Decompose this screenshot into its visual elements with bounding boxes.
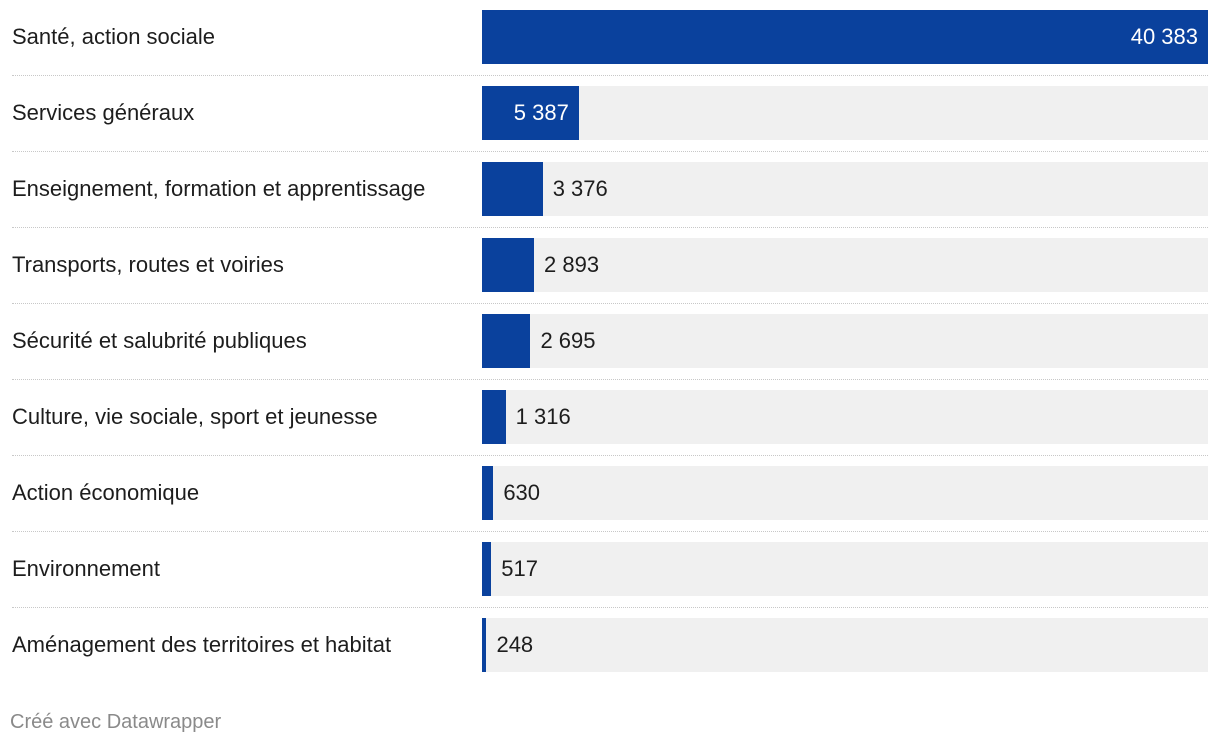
row-separator <box>12 607 1208 608</box>
bar <box>482 618 487 672</box>
value-label: 40 383 <box>1130 24 1198 49</box>
bar <box>482 238 534 292</box>
bar-row: Action économique 630 <box>12 466 1208 542</box>
bar-track: 2 695 <box>482 314 1208 368</box>
bar <box>482 466 494 520</box>
category-label: Sécurité et salubrité publiques <box>12 328 307 353</box>
value-label: 517 <box>501 556 538 581</box>
bar-track: 630 <box>482 466 1208 520</box>
bar-track: 40 383 <box>482 10 1208 64</box>
bar-row: Transports, routes et voiries 2 893 <box>12 238 1208 314</box>
bar-row: Santé, action sociale 40 383 <box>12 10 1208 86</box>
bar-row: Sécurité et salubrité publiques 2 695 <box>12 314 1208 390</box>
bar-track: 2 893 <box>482 238 1208 292</box>
category-label: Transports, routes et voiries <box>12 252 284 277</box>
bar <box>482 390 506 444</box>
value-label: 5 387 <box>513 100 569 125</box>
value-label: 1 316 <box>515 404 571 429</box>
value-label: 248 <box>496 632 534 657</box>
row-separator <box>12 151 1208 152</box>
value-label: 2 695 <box>540 328 596 353</box>
bar-row: Enseignement, formation et apprentissage… <box>12 162 1208 238</box>
row-separator <box>12 531 1208 532</box>
datawrapper-credit[interactable]: Créé avec Datawrapper <box>10 711 222 733</box>
bar <box>482 86 579 140</box>
bar <box>482 542 492 596</box>
bar-chart: Santé, action sociale 40 383 Services géné… <box>12 10 1208 694</box>
bar <box>482 162 543 216</box>
bar-row: Aménagement des territoires et habitat 24… <box>12 618 1208 694</box>
category-label: Culture, vie sociale, sport et jeunesse <box>12 404 378 429</box>
row-separator <box>12 227 1208 228</box>
category-label: Enseignement, formation et apprentissage <box>12 176 426 201</box>
value-label: 3 376 <box>552 176 608 201</box>
row-separator <box>12 303 1208 304</box>
value-label: 2 893 <box>544 252 600 277</box>
bar-track: 517 <box>482 542 1208 596</box>
bar-track: 3 376 <box>482 162 1208 216</box>
bar-track: 5 387 <box>482 86 1208 140</box>
row-separator <box>12 455 1208 456</box>
value-label: 630 <box>503 480 541 505</box>
category-label: Environnement <box>12 556 160 581</box>
row-separator <box>12 75 1208 76</box>
category-label: Aménagement des territoires et habitat <box>12 632 392 657</box>
bar-track: 1 316 <box>482 390 1208 444</box>
category-label: Santé, action sociale <box>12 24 216 49</box>
bar <box>482 10 1208 64</box>
row-separator <box>12 379 1208 380</box>
bar-row: Culture, vie sociale, sport et jeunesse 1… <box>12 390 1208 466</box>
bar-row: Environnement 517 <box>12 542 1208 618</box>
category-label: Action économique <box>12 480 200 505</box>
category-label: Services généraux <box>12 100 195 125</box>
bar-track: 248 <box>482 618 1208 672</box>
bar-row: Services généraux 5 387 <box>12 86 1208 162</box>
bar <box>482 314 531 368</box>
